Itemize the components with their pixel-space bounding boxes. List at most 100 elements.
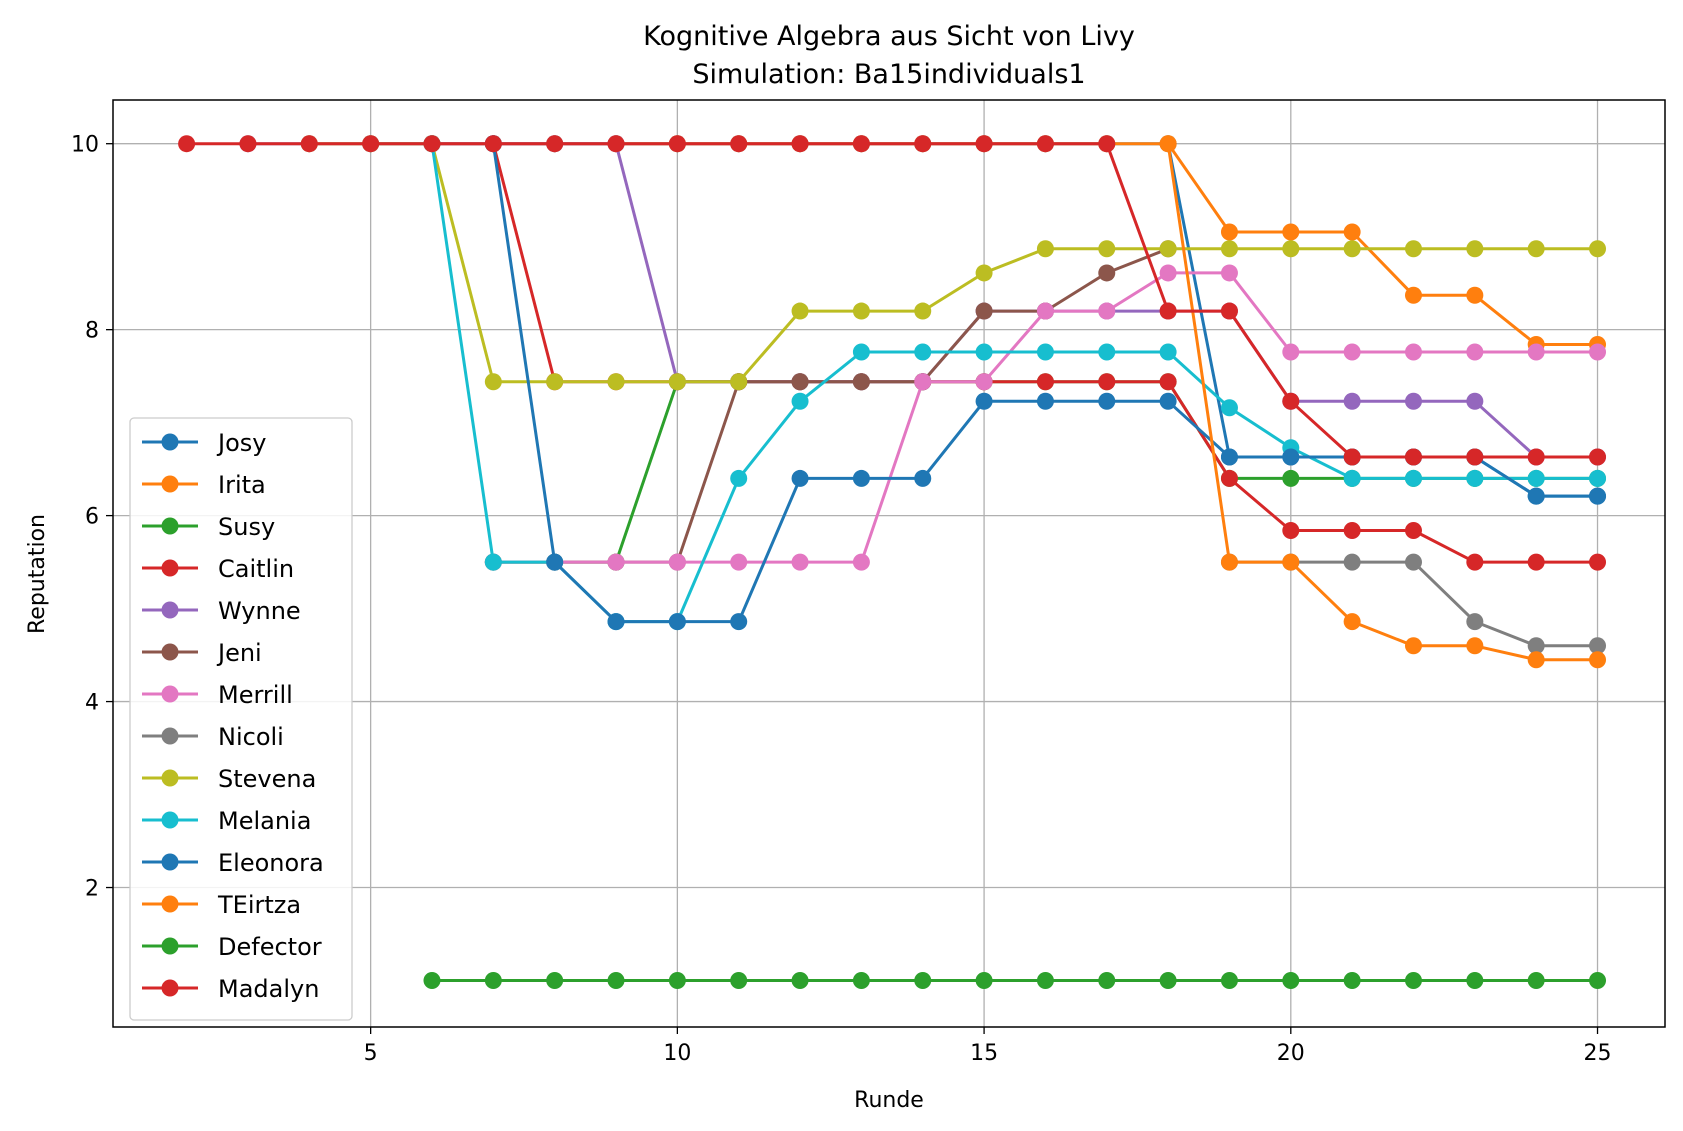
data-point xyxy=(1589,487,1607,505)
data-point xyxy=(914,972,932,990)
data-point xyxy=(1159,392,1177,410)
data-point xyxy=(1098,392,1116,410)
data-point xyxy=(1343,343,1361,361)
data-point xyxy=(1466,469,1484,487)
data-point xyxy=(1220,972,1238,990)
legend-item: Defector xyxy=(142,933,322,961)
legend-item: Jeni xyxy=(142,639,262,667)
legend-label: Merrill xyxy=(218,681,293,709)
data-point xyxy=(1098,264,1116,282)
data-point xyxy=(1527,972,1545,990)
data-point xyxy=(1343,613,1361,631)
y-tick-label: 4 xyxy=(85,691,99,716)
chart-title: Kognitive Algebra aus Sicht von Livy xyxy=(643,21,1135,52)
legend-box xyxy=(129,417,353,1021)
data-point xyxy=(852,373,870,391)
y-tick-label: 8 xyxy=(85,319,99,344)
data-point xyxy=(1159,373,1177,391)
data-point xyxy=(1527,651,1545,669)
data-point xyxy=(484,373,502,391)
data-point xyxy=(1282,343,1300,361)
data-point xyxy=(1343,469,1361,487)
data-point xyxy=(1404,521,1422,539)
legend-item: Stevena xyxy=(142,765,316,793)
legend-swatch-marker xyxy=(161,433,179,451)
data-point xyxy=(1159,972,1177,990)
data-point xyxy=(975,135,993,153)
data-point xyxy=(546,373,564,391)
data-point xyxy=(1098,972,1116,990)
data-point xyxy=(1282,392,1300,410)
data-point xyxy=(1466,286,1484,304)
data-point xyxy=(1589,469,1607,487)
data-point xyxy=(914,343,932,361)
data-point xyxy=(852,343,870,361)
data-point xyxy=(1098,302,1116,320)
series-line xyxy=(309,142,1598,384)
data-point xyxy=(1466,637,1484,655)
legend-label: Jeni xyxy=(216,639,262,667)
data-point xyxy=(1527,637,1545,655)
data-point xyxy=(914,373,932,391)
x-axis-label: Runde xyxy=(854,1088,924,1113)
data-point xyxy=(1343,392,1361,410)
legend-swatch-marker xyxy=(161,811,179,829)
data-point xyxy=(791,553,809,571)
data-point xyxy=(852,553,870,571)
legend-label: Nicoli xyxy=(218,723,284,751)
legend-label: Eleonora xyxy=(218,849,324,877)
legend-swatch-marker xyxy=(161,643,179,661)
data-point xyxy=(423,972,441,990)
data-point xyxy=(1404,448,1422,466)
data-point xyxy=(1098,373,1116,391)
data-point xyxy=(1282,223,1300,241)
data-point xyxy=(607,613,625,631)
data-point xyxy=(1036,392,1054,410)
data-point xyxy=(178,135,196,153)
legend-label: TEirtza xyxy=(217,891,301,919)
data-point xyxy=(1282,240,1300,258)
data-point xyxy=(1036,135,1054,153)
data-point xyxy=(668,553,686,571)
data-point xyxy=(1036,240,1054,258)
data-point xyxy=(1036,302,1054,320)
data-point xyxy=(1343,448,1361,466)
data-point xyxy=(1282,521,1300,539)
data-point xyxy=(607,553,625,571)
data-point xyxy=(484,553,502,571)
data-point xyxy=(975,392,993,410)
data-point xyxy=(852,135,870,153)
legend-label: Caitlin xyxy=(218,555,294,583)
legend-swatch-marker xyxy=(161,475,179,493)
data-point xyxy=(914,135,932,153)
legend-label: Melania xyxy=(218,807,311,835)
data-point xyxy=(1036,343,1054,361)
data-point xyxy=(668,613,686,631)
data-point xyxy=(484,135,502,153)
data-point xyxy=(1404,392,1422,410)
data-point xyxy=(1404,343,1422,361)
data-point xyxy=(1404,286,1422,304)
legend-item: Caitlin xyxy=(142,555,294,583)
data-point xyxy=(1159,302,1177,320)
data-point xyxy=(852,469,870,487)
legend-item: Nicoli xyxy=(142,723,284,751)
data-point xyxy=(914,302,932,320)
data-point xyxy=(791,135,809,153)
legend-item: Merrill xyxy=(142,681,293,709)
series-defector xyxy=(423,972,1607,990)
legend-label: Irita xyxy=(218,471,266,499)
x-tick-label: 15 xyxy=(970,1041,998,1066)
data-point xyxy=(1220,264,1238,282)
legend-item: Eleonora xyxy=(142,849,324,877)
data-point xyxy=(1404,240,1422,258)
data-point xyxy=(362,135,380,153)
data-point xyxy=(1466,392,1484,410)
data-point xyxy=(1527,487,1545,505)
legend-label: Defector xyxy=(218,933,322,961)
data-point xyxy=(791,469,809,487)
x-tick-label: 10 xyxy=(663,1041,691,1066)
data-point xyxy=(791,972,809,990)
legend-item: Wynne xyxy=(142,597,301,625)
